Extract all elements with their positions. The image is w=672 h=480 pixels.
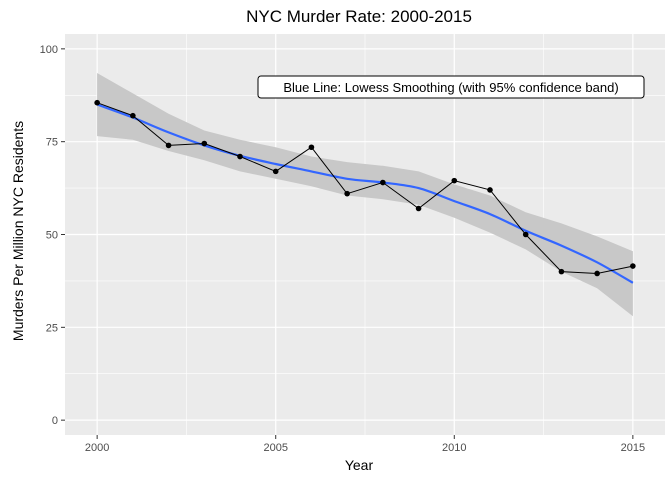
annotation-text: Blue Line: Lowess Smoothing (with 95% co…	[283, 80, 618, 95]
y-tick-label: 75	[46, 137, 58, 149]
data-point	[380, 179, 386, 186]
data-point	[558, 268, 565, 275]
confidence-band	[97, 73, 633, 317]
y-tick-label: 50	[46, 230, 58, 242]
x-axis-label: Year	[345, 457, 374, 473]
data-point	[308, 144, 315, 151]
x-tick-label: 2010	[442, 442, 466, 454]
y-tick-label: 100	[40, 44, 58, 56]
data-point	[415, 205, 422, 212]
data-point	[630, 263, 636, 269]
data-line	[96, 102, 634, 275]
data-point	[344, 190, 350, 197]
annotation-box: Blue Line: Lowess Smoothing (with 95% co…	[257, 75, 645, 99]
data-point	[272, 168, 279, 175]
x-tick-label: 2005	[263, 442, 287, 454]
y-tick-label: 25	[46, 322, 58, 334]
data-point	[594, 270, 600, 277]
data-point	[94, 99, 100, 106]
x-axis-ticks: 2000 2005 2010 2015	[85, 435, 645, 454]
x-tick-label: 2015	[621, 442, 645, 454]
x-tick-label: 2000	[85, 442, 109, 454]
y-axis-label: Murders Per Million NYC Residents	[10, 121, 26, 341]
y-tick-label: 0	[52, 415, 58, 427]
data-points	[94, 99, 636, 277]
chart-title: NYC Murder Rate: 2000-2015	[246, 7, 472, 26]
smooth-line	[96, 103, 634, 284]
y-axis-ticks: 0 25 50 75 100	[40, 44, 65, 427]
data-point	[451, 177, 458, 184]
data-point	[487, 187, 493, 193]
data-point	[165, 142, 172, 149]
data-point	[237, 153, 243, 160]
data-point	[522, 231, 529, 238]
data-point	[130, 112, 136, 119]
data-point	[201, 140, 208, 147]
annotation-frame	[257, 75, 645, 99]
